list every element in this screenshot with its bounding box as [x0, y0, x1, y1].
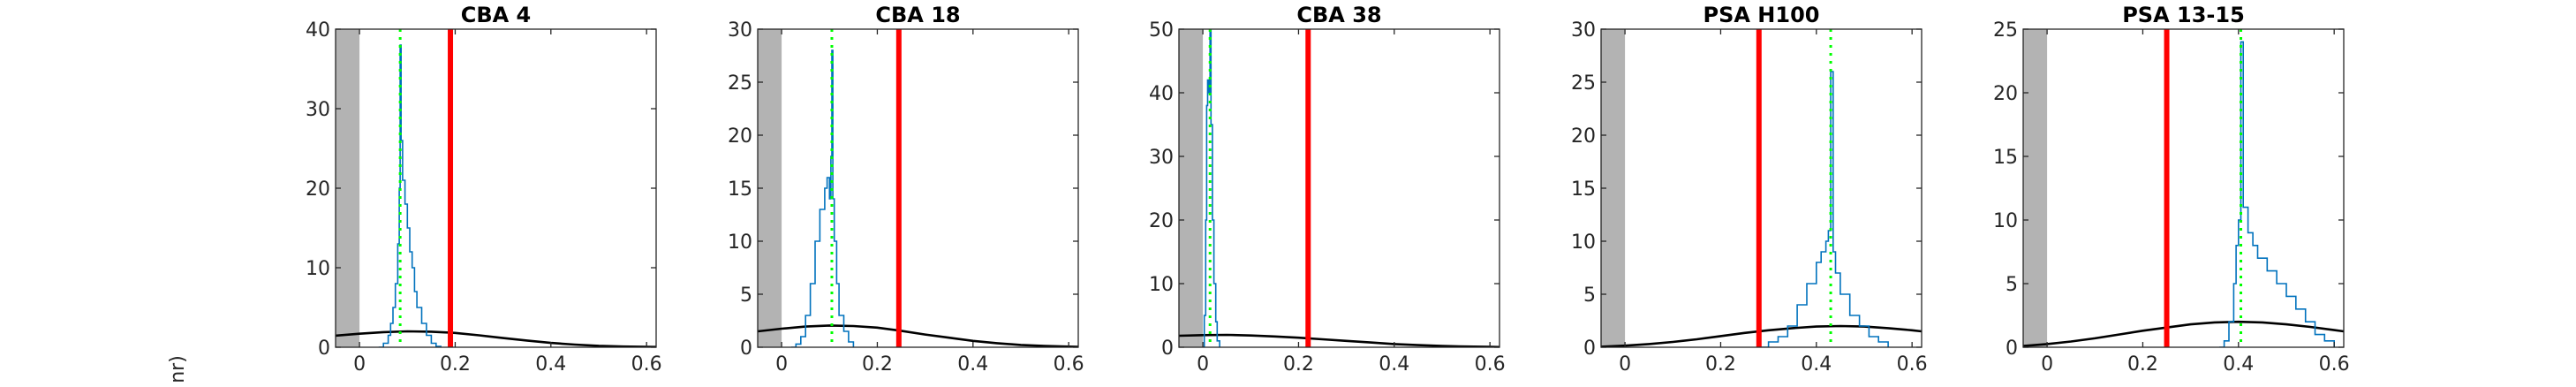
shaded-region — [2023, 29, 2048, 347]
x-tick-label: 0.4 — [957, 353, 988, 376]
x-tick-label: 0.6 — [631, 353, 662, 376]
x-tick-label: 0.2 — [440, 353, 471, 376]
posterior-histogram — [378, 44, 442, 347]
y-tick-label: 5 — [1583, 285, 1596, 307]
plot-area — [758, 29, 1078, 347]
chart-panel: 0 0.2 0.4 0.6 0 10 20 30 40 CBA 4 — [306, 3, 662, 376]
plot-area — [1179, 29, 1500, 347]
y-tick-label: 10 — [1571, 231, 1596, 254]
posterior-histogram — [1758, 71, 1889, 347]
x-tick-label: 0.4 — [2223, 353, 2254, 376]
posterior-histogram — [1203, 29, 1220, 347]
y-tick-label: 0 — [318, 338, 330, 360]
y-tick-label: 0 — [1161, 338, 1174, 360]
prior-curve — [1601, 324, 1922, 347]
x-tick-label: 0 — [1619, 353, 1631, 376]
y-tick-label: 20 — [1571, 125, 1596, 148]
axes-frame — [2022, 28, 2345, 348]
plot-area — [336, 29, 656, 347]
prior-curve — [758, 324, 1078, 347]
shaded-region — [1179, 29, 1204, 347]
y-tick-label: 15 — [1571, 178, 1596, 201]
y-tick-label: 0 — [1583, 338, 1596, 360]
chart-panel: 0 0.2 0.4 0.6 0 5 10 15 20 25 30 PSA H100 — [1571, 3, 1928, 376]
x-tick-label: 0.4 — [535, 353, 566, 376]
panel-title: CBA 4 — [461, 3, 532, 27]
y-tick-label: 25 — [1571, 72, 1596, 95]
prior-curve — [1179, 333, 1500, 347]
y-tick-label: 30 — [1571, 19, 1596, 42]
chart-panel: 0 0.2 0.4 0.6 0 5 10 15 20 25 PSA 13-15 — [1993, 3, 2350, 376]
y-tick-label: 40 — [1149, 83, 1174, 105]
x-tick-label: 0 — [775, 353, 788, 376]
posterior-histogram — [2219, 41, 2335, 347]
prior-curve — [2023, 320, 2344, 347]
x-tick-label: 0 — [1197, 353, 1209, 376]
panel-title: CBA 18 — [875, 3, 960, 27]
y-tick-label: 10 — [1149, 274, 1174, 296]
y-tick-label: 20 — [1149, 210, 1174, 232]
y-tick-label: 5 — [2006, 274, 2018, 296]
x-tick-label: 0 — [353, 353, 366, 376]
axes-frame — [335, 28, 657, 348]
y-tick-label: 10 — [306, 258, 330, 280]
y-tick-label: 40 — [306, 19, 330, 42]
chart-panel: 0 0.2 0.4 0.6 0 5 10 15 20 25 30 CBA 18 — [728, 3, 1084, 376]
y-tick-label: 0 — [740, 338, 752, 360]
clipped-ylabel-fragment: nr) — [167, 355, 189, 383]
y-tick-label: 10 — [728, 231, 752, 254]
x-tick-label: 0.4 — [1801, 353, 1832, 376]
posterior-histogram — [790, 49, 855, 347]
plot-area — [1601, 29, 1922, 347]
y-tick-label: 30 — [728, 19, 752, 42]
y-tick-label: 5 — [740, 285, 752, 307]
axes-frame — [1178, 28, 1500, 348]
x-tick-label: 0 — [2041, 353, 2053, 376]
chart-panel: 0 0.2 0.4 0.6 0 10 20 30 40 50 CBA 38 — [1149, 3, 1506, 376]
y-tick-label: 15 — [728, 178, 752, 201]
x-tick-label: 0.6 — [1897, 353, 1928, 376]
y-tick-label: 10 — [1993, 210, 2018, 232]
panel-title: PSA H100 — [1703, 3, 1820, 27]
y-tick-label: 25 — [1993, 19, 2018, 42]
x-tick-label: 0.2 — [862, 353, 893, 376]
x-tick-label: 0.6 — [2319, 353, 2350, 376]
x-tick-label: 0.2 — [1705, 353, 1736, 376]
y-tick-label: 0 — [2006, 338, 2018, 360]
x-tick-label: 0.2 — [1283, 353, 1314, 376]
y-tick-label: 20 — [1993, 83, 2018, 105]
axes-frame — [757, 28, 1079, 348]
y-tick-label: 50 — [1149, 19, 1174, 42]
x-tick-label: 0.6 — [1475, 353, 1506, 376]
y-tick-label: 20 — [728, 125, 752, 148]
x-tick-label: 0.4 — [1379, 353, 1409, 376]
y-tick-label: 25 — [728, 72, 752, 95]
y-tick-label: 20 — [306, 178, 330, 201]
prior-curve — [336, 330, 656, 347]
y-tick-label: 30 — [1149, 147, 1174, 169]
y-tick-label: 30 — [306, 99, 330, 121]
panel-title: PSA 13-15 — [2122, 3, 2245, 27]
y-tick-label: 15 — [1993, 147, 2018, 169]
plot-area — [2023, 29, 2344, 347]
x-tick-label: 0.2 — [2127, 353, 2158, 376]
x-tick-label: 0.6 — [1054, 353, 1084, 376]
panel-title: CBA 38 — [1296, 3, 1381, 27]
